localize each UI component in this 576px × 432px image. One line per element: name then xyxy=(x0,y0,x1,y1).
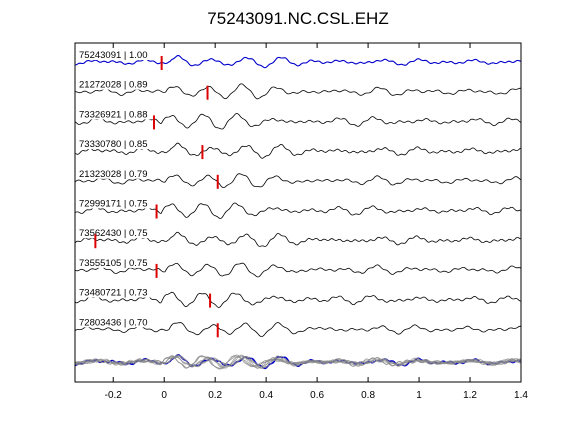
stack-trace-8 xyxy=(74,355,522,370)
trace-label-9: 72803436 | 0.70 xyxy=(79,317,148,328)
trace-4 xyxy=(74,173,522,188)
trace-6 xyxy=(74,231,522,247)
trace-1 xyxy=(75,83,522,100)
trace-9 xyxy=(74,322,522,338)
x-tick-label-6: 1 xyxy=(416,390,422,401)
axes-frame xyxy=(74,42,522,383)
trace-label-bg-5 xyxy=(77,196,155,209)
x-tick-label-5: 0.8 xyxy=(361,390,375,401)
trace-label-5: 72999171 | 0.75 xyxy=(79,199,148,210)
trace-label-3: 73330780 | 0.85 xyxy=(79,139,148,150)
plot-area: 75243091 | 1.00 21272028 | 0.89 73326921 |… xyxy=(74,48,522,370)
x-tick-label-0: -0.2 xyxy=(105,390,123,401)
trace-label-bg-7 xyxy=(77,255,155,268)
trace-label-bg-0 xyxy=(77,48,155,60)
trace-0 xyxy=(74,54,522,69)
x-tick-label-4: 0.6 xyxy=(310,390,324,401)
trace-label-bg-6 xyxy=(77,226,155,239)
trace-label-4: 21323028 | 0.79 xyxy=(79,169,148,180)
trace-label-2: 73326921 | 0.88 xyxy=(79,109,148,120)
x-tick-label-1: 0 xyxy=(161,390,167,401)
x-tick-label-7: 1.2 xyxy=(463,390,477,401)
x-tick-label-3: 0.4 xyxy=(259,390,273,401)
trace-label-bg-1 xyxy=(77,77,155,90)
trace-label-bg-8 xyxy=(77,285,155,298)
trace-label-1: 21272028 | 0.89 xyxy=(79,80,148,91)
trace-label-bg-4 xyxy=(77,166,155,179)
trace-label-bg-3 xyxy=(77,137,155,150)
trace-label-8: 73480721 | 0.73 xyxy=(79,288,148,299)
trace-label-bg-9 xyxy=(77,315,155,328)
trace-3 xyxy=(74,142,522,159)
trace-7 xyxy=(74,262,522,278)
trace-label-0: 75243091 | 1.00 xyxy=(79,50,148,61)
x-axis-ticks: -0.2 0 0.2 0.4 0.6 0.8 1 1.2 1.4 xyxy=(105,43,528,401)
x-tick-label-2: 0.2 xyxy=(208,390,222,401)
stack-trace-9 xyxy=(74,355,522,369)
trace-label-bg-2 xyxy=(77,107,155,120)
x-tick-label-8: 1.4 xyxy=(514,390,528,401)
stack-trace-7 xyxy=(74,355,522,369)
trace-label-7: 73555105 | 0.75 xyxy=(79,258,148,269)
chart-title: 75243091.NC.CSL.EHZ xyxy=(207,9,388,28)
trace-label-6: 73562430 | 0.75 xyxy=(79,228,148,239)
